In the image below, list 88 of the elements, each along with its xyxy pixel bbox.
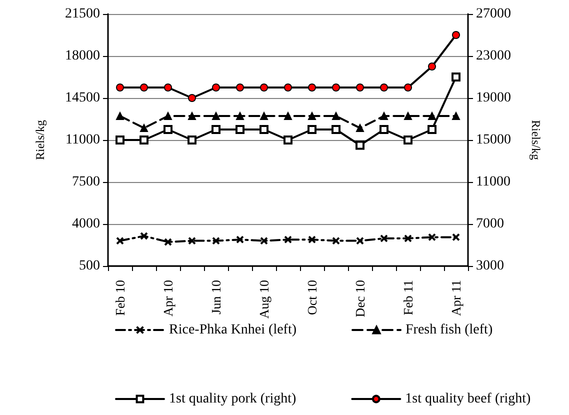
point xyxy=(236,112,244,120)
point xyxy=(140,136,148,144)
y2-axis-title: Riels/kg xyxy=(529,120,543,160)
y-axis-title: Riels/kg xyxy=(33,120,47,160)
point xyxy=(212,84,220,92)
y2-tick-label: 19000 xyxy=(476,90,511,106)
point xyxy=(140,124,148,132)
point xyxy=(116,84,124,92)
y-tick-label: 18000 xyxy=(65,48,100,64)
point xyxy=(308,84,316,92)
point xyxy=(404,112,412,120)
point xyxy=(284,136,292,144)
point xyxy=(284,112,292,120)
x-tick-label: Oct 10 xyxy=(304,280,320,316)
point xyxy=(404,84,412,92)
point xyxy=(356,84,364,92)
point xyxy=(308,112,316,120)
point xyxy=(284,84,292,92)
point xyxy=(332,236,340,245)
point xyxy=(140,232,148,240)
x-tick-label: Apr 11 xyxy=(448,280,464,316)
point xyxy=(380,112,388,120)
point xyxy=(452,31,460,39)
point xyxy=(452,233,460,242)
point xyxy=(428,62,436,70)
y2-tick-label: 3000 xyxy=(476,258,504,274)
point xyxy=(260,112,268,120)
y-tick-label: 11000 xyxy=(66,132,100,148)
point xyxy=(188,94,196,102)
legend-label: 1st quality pork (right) xyxy=(169,392,296,406)
point xyxy=(212,112,220,120)
point xyxy=(212,236,220,245)
point xyxy=(116,236,124,245)
point xyxy=(404,136,412,144)
point xyxy=(212,125,220,134)
point xyxy=(260,84,268,92)
point xyxy=(284,236,292,244)
x-tick-label: Jun 10 xyxy=(208,280,224,314)
point xyxy=(116,136,124,144)
point xyxy=(332,125,340,134)
point xyxy=(140,84,148,92)
point xyxy=(356,124,364,132)
point xyxy=(428,233,436,242)
point xyxy=(308,236,316,244)
y2-tick-label: 15000 xyxy=(476,132,511,148)
y2-tick-label: 27000 xyxy=(476,6,511,22)
y2-tick-label: 7000 xyxy=(476,216,504,232)
point xyxy=(164,238,172,246)
legend-label: Rice-Phka Knhei (left) xyxy=(169,322,297,338)
point xyxy=(404,234,412,242)
point xyxy=(332,84,340,92)
point xyxy=(164,84,172,92)
point xyxy=(260,236,268,245)
y2-tick-label: 11000 xyxy=(476,174,510,190)
legend-label: Fresh fish (left) xyxy=(406,322,493,338)
point xyxy=(308,125,316,134)
point xyxy=(332,112,340,120)
point xyxy=(380,84,388,92)
point xyxy=(380,234,388,242)
y-tick-label: 21500 xyxy=(65,6,100,22)
point xyxy=(452,112,460,120)
x-tick-label: Dec 10 xyxy=(352,280,368,318)
point xyxy=(260,125,268,134)
point xyxy=(164,112,172,120)
point xyxy=(236,125,244,134)
point xyxy=(188,112,196,120)
legend-label: 1st quality beef (right) xyxy=(405,392,532,406)
x-tick-label: Feb 10 xyxy=(112,280,128,316)
y-tick-label: 14500 xyxy=(65,90,100,106)
x-tick-label: Aug 10 xyxy=(256,280,272,319)
point xyxy=(356,236,364,245)
y-tick-label: 500 xyxy=(79,258,100,274)
point xyxy=(428,125,436,134)
point xyxy=(236,84,244,92)
point xyxy=(188,236,196,245)
y-tick-label: 4000 xyxy=(72,216,100,232)
point xyxy=(164,125,172,134)
point xyxy=(380,125,388,134)
y2-tick-label: 23000 xyxy=(476,48,511,64)
y-tick-label: 7500 xyxy=(72,174,100,190)
point xyxy=(428,112,436,120)
point xyxy=(356,140,364,150)
point xyxy=(116,112,124,120)
point xyxy=(188,136,196,144)
point xyxy=(452,72,460,82)
x-tick-label: Apr 10 xyxy=(160,280,176,316)
x-tick-label: Feb 11 xyxy=(400,280,416,316)
point xyxy=(236,236,244,244)
